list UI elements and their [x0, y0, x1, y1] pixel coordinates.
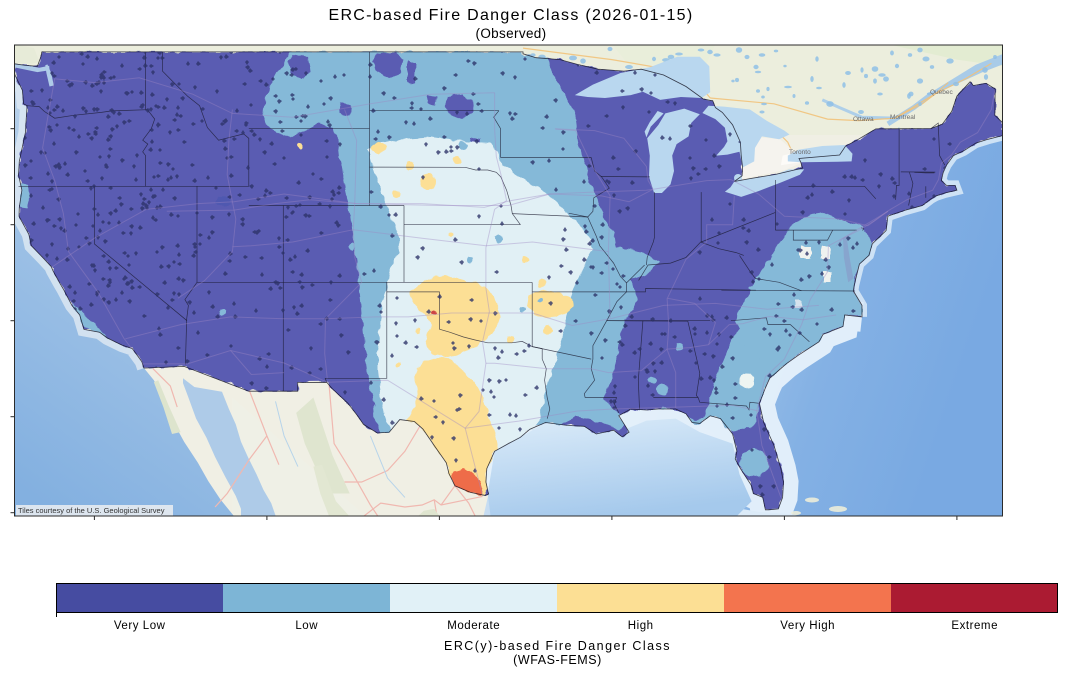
- svg-text:Quebec: Quebec: [930, 89, 954, 96]
- svg-text:Ottawa: Ottawa: [853, 116, 874, 123]
- svg-text:Montreal: Montreal: [890, 114, 916, 121]
- svg-text:Toronto: Toronto: [789, 149, 811, 156]
- svg-text:Tiles courtesy of the U.S. Geo: Tiles courtesy of the U.S. Geological Su…: [18, 506, 165, 515]
